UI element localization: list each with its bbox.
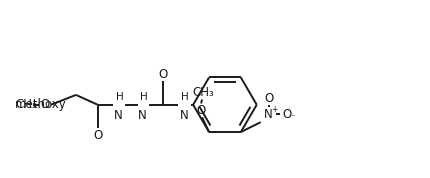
Text: N: N — [138, 109, 147, 122]
Text: N: N — [114, 109, 123, 122]
Text: O: O — [281, 108, 291, 121]
Text: O: O — [40, 98, 49, 111]
Text: CH₃: CH₃ — [192, 86, 213, 99]
Text: N: N — [264, 108, 272, 121]
Text: N: N — [179, 109, 188, 122]
Text: +: + — [271, 105, 277, 114]
Text: H: H — [139, 92, 147, 102]
Text: O: O — [93, 129, 102, 142]
Text: H: H — [116, 92, 123, 102]
Text: methoxy: methoxy — [15, 98, 67, 111]
Text: ⁻: ⁻ — [289, 114, 294, 123]
Text: CH₃: CH₃ — [15, 98, 37, 111]
Text: H: H — [181, 92, 189, 102]
Text: O: O — [196, 104, 205, 117]
Text: O: O — [158, 68, 168, 81]
Text: O: O — [264, 92, 273, 105]
